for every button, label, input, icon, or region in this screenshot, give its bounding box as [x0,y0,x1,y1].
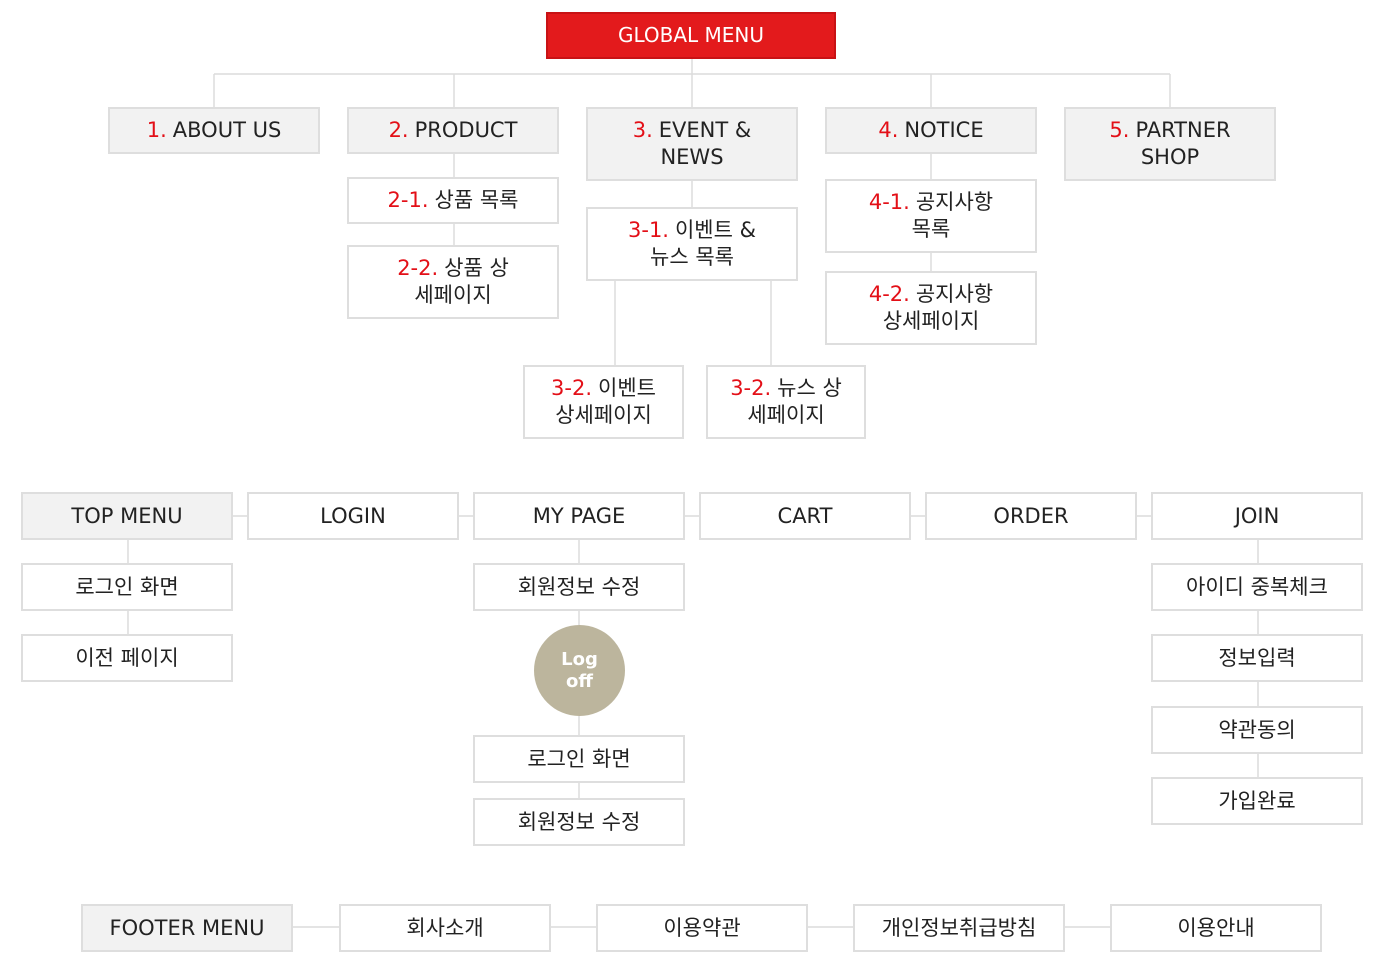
top-item-label: MY PAGE [532,503,626,528]
top-item-login: LOGIN [247,492,459,540]
my-page-child: 회원정보 수정 [473,798,685,846]
footer-item: 회사소개 [339,904,551,952]
logoff-label: Log off [561,648,598,692]
section-partner-shop: 5. PARTNER SHOP [1064,107,1276,181]
node-label: 회사소개 [406,915,484,940]
node-label: 로그인 화면 [75,574,179,599]
section-label: PRODUCT [414,118,518,142]
node-label: 공지사항 상세페이지 [882,282,994,333]
node-label: 공지사항 목록 [911,190,994,241]
node-number: 3-2. [551,376,592,400]
node-number: 2-1. [387,188,429,212]
node-number: 2-2. [397,256,439,280]
node-label: 회원정보 수정 [517,574,641,599]
node-label: 정보입력 [1218,645,1296,670]
section-label: EVENT & NEWS [658,118,752,169]
section-label: PARTNER SHOP [1135,118,1231,169]
node-number: 4-2. [868,282,910,306]
node-label: 아이디 중복체크 [1186,574,1328,599]
section-number: 5. [1109,118,1130,142]
top-item-label: CART [777,503,833,528]
node-label: 가입완료 [1218,788,1296,813]
section-number: 2. [388,118,409,142]
node-number: 4-1. [868,190,910,214]
top-item-label: JOIN [1234,503,1280,528]
footer-menu-node: FOOTER MENU [81,904,293,952]
node-label: 상품 목록 [434,188,519,212]
product-list-node: 2-1. 상품 목록 [347,177,559,224]
event-detail-node: 3-2. 이벤트 상세페이지 [523,365,684,439]
node-label: 이용안내 [1177,915,1255,940]
section-label: ABOUT US [172,118,282,142]
notice-detail-node: 4-2. 공지사항 상세페이지 [825,271,1037,345]
top-item-join: JOIN [1151,492,1363,540]
my-page-child: 회원정보 수정 [473,563,685,611]
node-label: 상품 상세페이지 [414,256,509,307]
top-menu-label: TOP MENU [71,503,183,528]
node-label: 약관동의 [1218,717,1296,742]
top-menu-node: TOP MENU [21,492,233,540]
footer-item: 이용약관 [596,904,808,952]
node-number: 3-1. [628,218,669,242]
join-child: 약관동의 [1151,706,1363,754]
join-child: 가입완료 [1151,777,1363,825]
news-detail-node: 3-2. 뉴스 상세페이지 [706,365,866,439]
top-item-label: LOGIN [320,503,386,528]
top-menu-child: 로그인 화면 [21,563,233,611]
node-label: 이벤트 & 뉴스 목록 [650,218,756,269]
product-detail-node: 2-2. 상품 상세페이지 [347,245,559,319]
section-about-us: 1. ABOUT US [108,107,320,154]
notice-list-node: 4-1. 공지사항 목록 [825,179,1037,253]
my-page-child: 로그인 화면 [473,735,685,783]
section-number: 1. [146,118,167,142]
section-product: 2. PRODUCT [347,107,559,154]
join-child: 정보입력 [1151,634,1363,682]
node-label: 이벤트 상세페이지 [555,376,656,427]
global-menu-label: GLOBAL MENU [617,23,765,47]
event-news-list-node: 3-1. 이벤트 & 뉴스 목록 [586,207,798,281]
node-number: 3-2. [730,376,772,400]
footer-menu-label: FOOTER MENU [109,915,265,940]
node-label: 개인정보취급방침 [881,915,1037,940]
logoff-circle: Log off [534,625,625,716]
node-label: 회원정보 수정 [517,809,641,834]
node-label: 뉴스 상세페이지 [747,376,842,427]
section-number: 4. [878,118,899,142]
footer-item: 이용안내 [1110,904,1322,952]
section-event-news: 3. EVENT & NEWS [586,107,798,181]
top-item-cart: CART [699,492,911,540]
top-item-my-page: MY PAGE [473,492,685,540]
top-menu-child: 이전 페이지 [21,634,233,682]
top-item-order: ORDER [925,492,1137,540]
section-number: 3. [632,118,653,142]
section-label: NOTICE [904,118,984,142]
node-label: 로그인 화면 [527,746,631,771]
join-child: 아이디 중복체크 [1151,563,1363,611]
top-item-label: ORDER [993,503,1069,528]
section-notice: 4. NOTICE [825,107,1037,154]
node-label: 이전 페이지 [75,645,179,670]
footer-item: 개인정보취급방침 [853,904,1065,952]
global-menu-node: GLOBAL MENU [546,12,836,59]
node-label: 이용약관 [663,915,741,940]
